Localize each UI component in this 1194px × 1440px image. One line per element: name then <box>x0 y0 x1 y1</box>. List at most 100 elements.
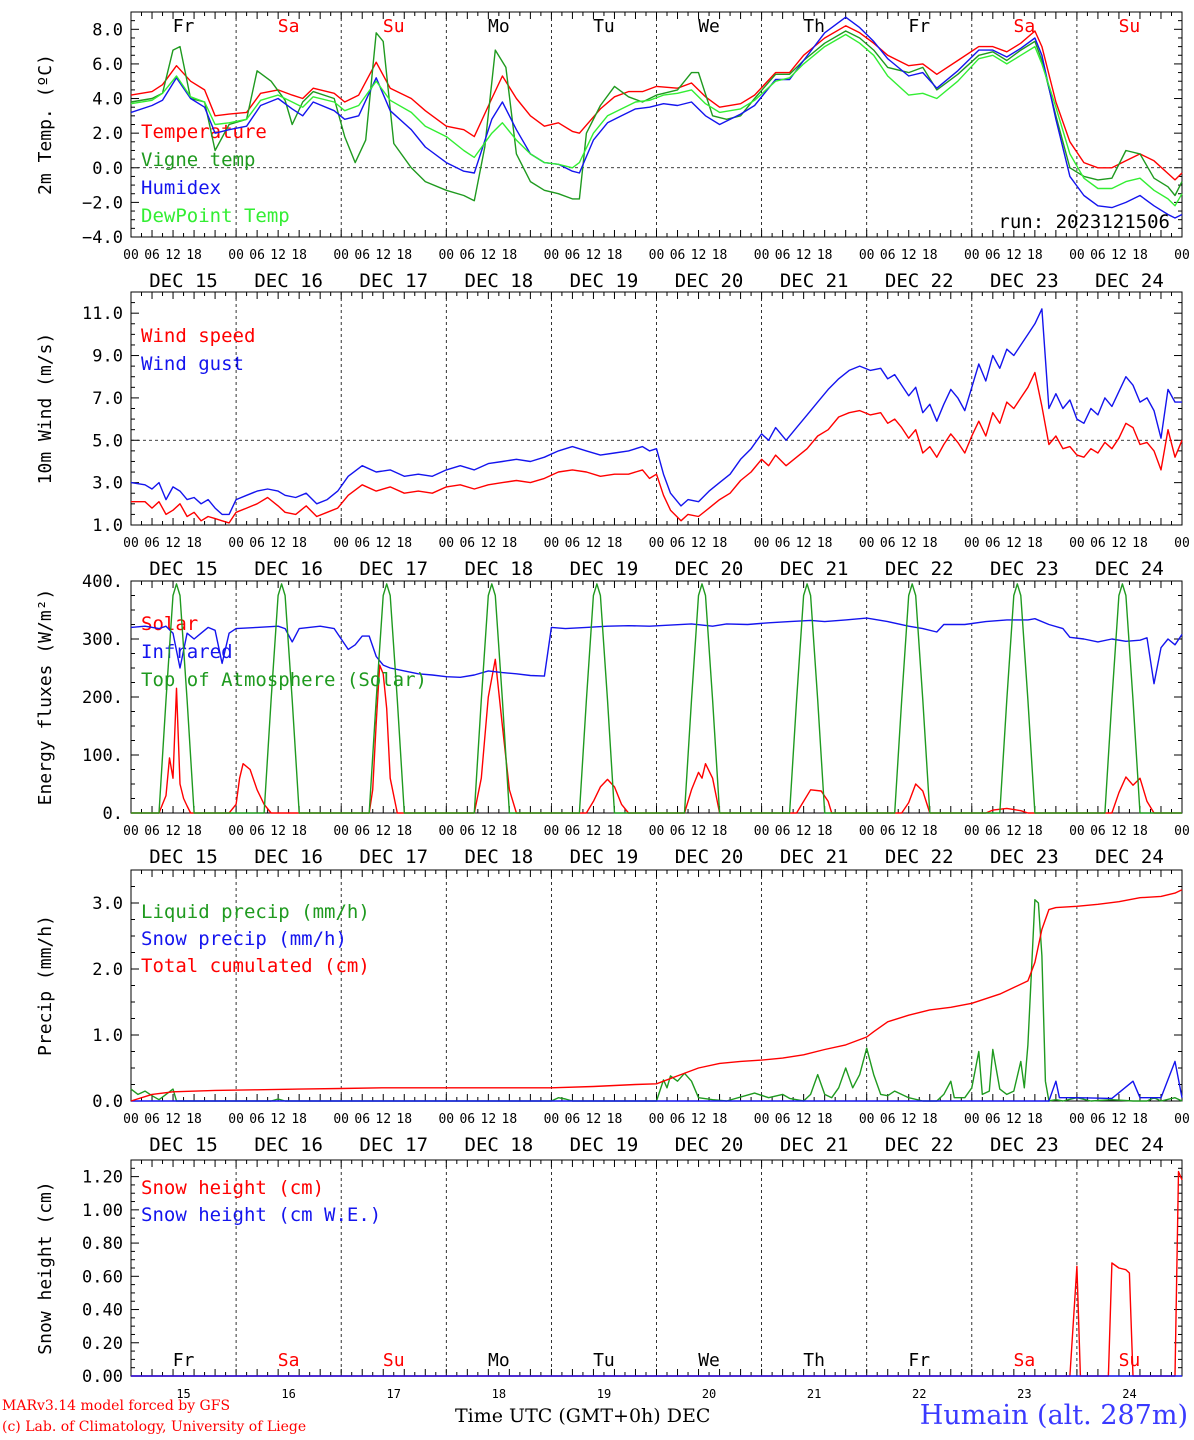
day-name-label: Su <box>383 1350 405 1371</box>
date-label: DEC 19 <box>570 270 639 292</box>
hour-tick-label: 00 <box>964 824 980 839</box>
day-number-label: 20 <box>702 1387 716 1401</box>
hour-tick-label: 00 <box>1069 536 1085 551</box>
date-label: DEC 20 <box>675 270 744 292</box>
y-tick-label: 9.0 <box>92 347 123 367</box>
hour-tick-label: 00 <box>649 824 665 839</box>
date-label: DEC 23 <box>990 270 1059 292</box>
panel-1: −4.0 −2.0 0.0 2.0 4.0 6.0 8.0 2m Temp. (ºC) 00 06… <box>35 11 1190 292</box>
series-line <box>130 30 1183 202</box>
hour-tick-label: 18 <box>1027 248 1043 263</box>
y-axis-title: Precip (mm/h) <box>35 915 56 1056</box>
hour-tick-label: 00 <box>438 536 454 551</box>
hour-tick-label: 00 <box>333 824 349 839</box>
series-line <box>131 371 1183 524</box>
hour-tick-label: 18 <box>1132 536 1148 551</box>
y-tick-label: 1.0 <box>92 1026 123 1046</box>
hour-tick-label: 12 <box>901 536 917 551</box>
y-axis-title: Energy fluxes (W/m²) <box>35 589 56 806</box>
y-tick-label: 0.80 <box>82 1234 123 1254</box>
day-name-label: Su <box>1119 16 1141 37</box>
y-tick-label: −2.0 <box>82 193 123 213</box>
hour-tick-label: 12 <box>1006 536 1022 551</box>
hour-tick-label: 18 <box>712 536 728 551</box>
hour-tick-label: 06 <box>880 536 896 551</box>
hour-tick-label: 18 <box>502 248 518 263</box>
hour-tick-label: 06 <box>249 248 265 263</box>
y-tick-label: 1.00 <box>82 1201 123 1221</box>
hour-tick-label: 18 <box>922 1112 938 1127</box>
hour-tick-label: 00 <box>964 1112 980 1127</box>
hour-tick-label: 12 <box>691 536 707 551</box>
hour-tick-label: 00 <box>754 824 770 839</box>
hour-tick-label: 06 <box>459 248 475 263</box>
hour-tick-label: 12 <box>586 1112 602 1127</box>
hour-tick-label: 06 <box>459 824 475 839</box>
y-tick-label: 300. <box>82 630 123 650</box>
hour-tick-label: 18 <box>712 1112 728 1127</box>
hour-tick-label: 00 <box>228 1112 244 1127</box>
hour-tick-label: 18 <box>396 824 412 839</box>
day-name-label: Tu <box>593 16 615 37</box>
day-number-label: 17 <box>387 1387 401 1401</box>
hour-tick-label: 00 <box>859 248 875 263</box>
hour-tick-label: 06 <box>565 248 581 263</box>
hour-tick-label: 12 <box>1111 248 1127 263</box>
y-tick-label: 2.0 <box>92 124 123 144</box>
day-name-label: Tu <box>593 1350 615 1371</box>
hour-tick-label: 18 <box>291 536 307 551</box>
hour-tick-label: 06 <box>670 536 686 551</box>
date-label: DEC 16 <box>254 846 323 868</box>
hour-tick-label: 06 <box>459 1112 475 1127</box>
date-label: DEC 15 <box>149 846 218 868</box>
hour-tick-label: 12 <box>691 1112 707 1127</box>
hour-tick-label: 00 <box>649 1112 665 1127</box>
hour-tick-label: 18 <box>922 248 938 263</box>
y-tick-label: 3.0 <box>92 894 123 914</box>
series-line <box>131 1060 1183 1102</box>
legend-entry: Liquid precip (mm/h) <box>141 901 370 923</box>
day-name-label: Fr <box>908 1350 930 1371</box>
hour-tick-label: 12 <box>165 824 181 839</box>
series-line <box>130 33 1183 207</box>
hour-tick-label: 06 <box>880 824 896 839</box>
date-label: DEC 15 <box>149 558 218 580</box>
y-axis-title: 10m Wind (m/s) <box>35 333 56 485</box>
date-label: DEC 18 <box>465 558 534 580</box>
date-label: DEC 24 <box>1095 846 1164 868</box>
legend-entry: DewPoint Temp <box>141 205 290 227</box>
hour-tick-label: 12 <box>375 536 391 551</box>
hour-tick-label: 12 <box>481 1112 497 1127</box>
hour-tick-label: 12 <box>375 248 391 263</box>
hour-tick-label: 06 <box>1090 1112 1106 1127</box>
hour-tick-label: 00 <box>228 536 244 551</box>
hour-tick-label: 06 <box>144 824 160 839</box>
hour-tick-label: 18 <box>1027 536 1043 551</box>
date-label: DEC 21 <box>780 846 849 868</box>
hour-tick-label: 06 <box>775 1112 791 1127</box>
hour-tick-label: 00 <box>123 1112 139 1127</box>
day-name-label: Th <box>803 1350 825 1371</box>
hour-tick-label: 12 <box>796 824 812 839</box>
y-tick-label: 0.40 <box>82 1301 123 1321</box>
y-tick-label: 11.0 <box>82 304 123 324</box>
day-name-label: Mo <box>488 16 510 37</box>
hour-tick-label: 00 <box>333 536 349 551</box>
hour-tick-label: 00 <box>123 536 139 551</box>
hour-tick-label: 12 <box>270 824 286 839</box>
legend-entry: Top of Atmosphere (Solar) <box>141 669 427 691</box>
lab-credit: (c) Lab. of Climatology, University of L… <box>2 1419 307 1435</box>
hour-tick-label: 18 <box>1027 824 1043 839</box>
hour-tick-label: 12 <box>691 248 707 263</box>
hour-tick-label: 12 <box>901 248 917 263</box>
hour-tick-label: 00 <box>438 824 454 839</box>
y-tick-label: 5.0 <box>92 431 123 451</box>
x-axis-title: Time UTC (GMT+0h) DEC <box>455 1405 711 1427</box>
hour-tick-label: 06 <box>1090 248 1106 263</box>
panel-4: 0.0 1.0 2.0 3.0 Precip (mm/h) 00 06 12 18 00 06 12 1… <box>35 869 1190 1156</box>
hour-tick-label: 06 <box>985 824 1001 839</box>
hour-tick-label: 18 <box>712 248 728 263</box>
hour-tick-label: 06 <box>1090 824 1106 839</box>
hour-tick-label: 18 <box>922 536 938 551</box>
panel-3: 0. 100. 200. 300. 400. Energy fluxes (W/m²) 00… <box>35 572 1190 868</box>
